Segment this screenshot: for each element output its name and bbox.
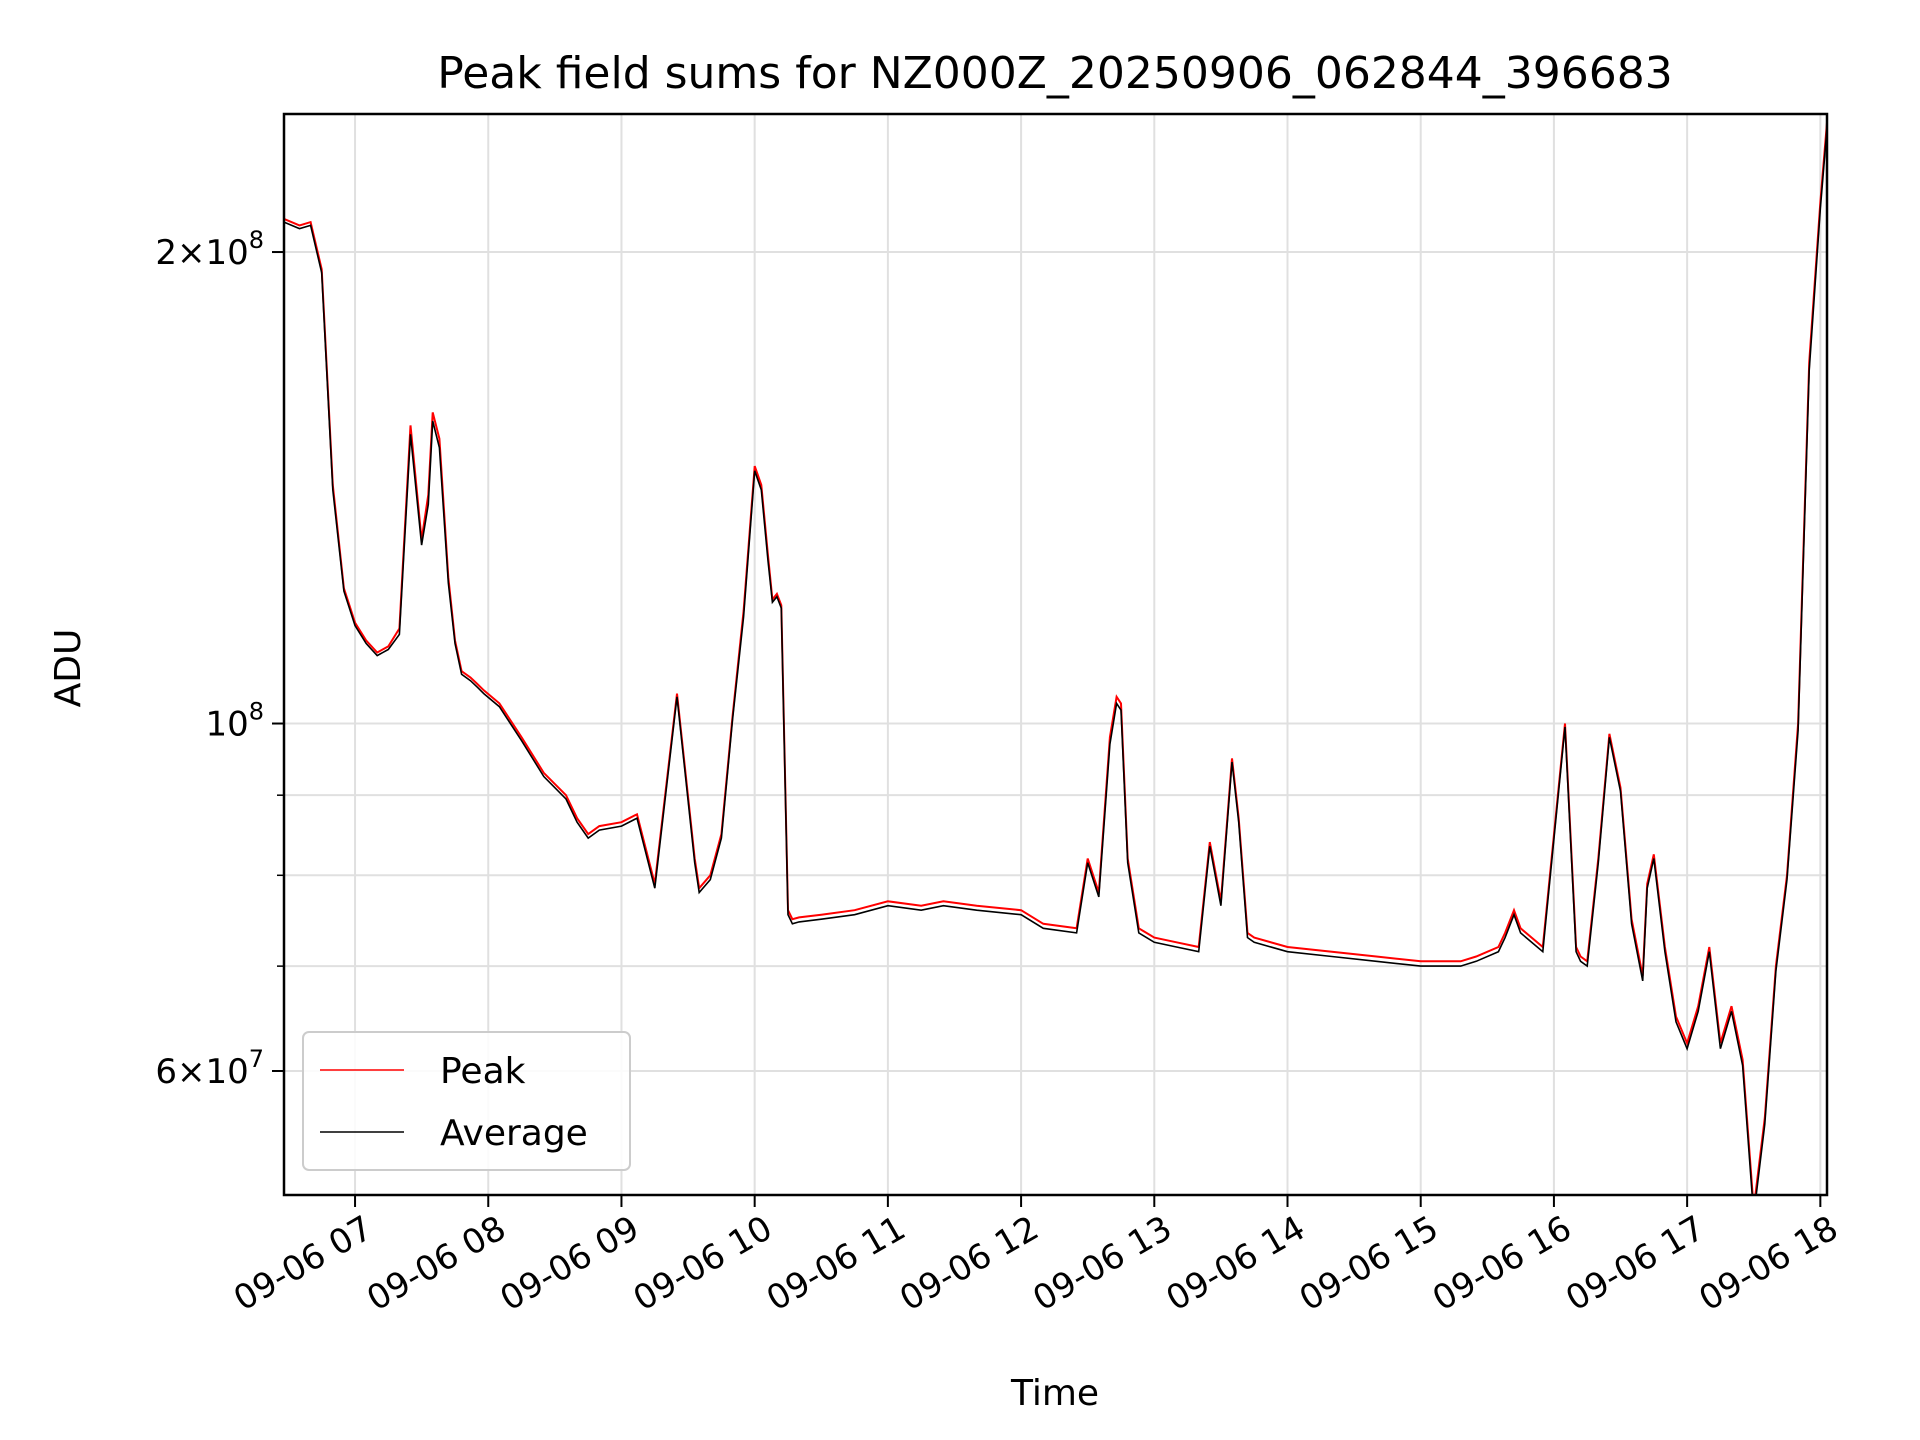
x-tick-label: 09-06 10 [627, 1208, 779, 1319]
y-axis-label: ADU [48, 629, 89, 708]
x-tick-label: 09-06 13 [1026, 1208, 1178, 1319]
x-tick-label: 09-06 17 [1559, 1208, 1711, 1319]
legend-label-peak: Peak [440, 1051, 526, 1092]
x-tick-label: 09-06 15 [1293, 1208, 1445, 1319]
series-layer [284, 122, 1827, 1195]
x-tick-label: 09-06 14 [1160, 1208, 1312, 1319]
chart-title: Peak field sums for NZ000Z_20250906_0628… [437, 48, 1673, 99]
y-tick-label: 6×107 [155, 1045, 264, 1092]
y-tick-label: 108 [205, 698, 264, 745]
series-line-average [284, 127, 1827, 1195]
x-tick-label: 09-06 16 [1426, 1208, 1578, 1319]
x-tick-label: 09-06 09 [494, 1208, 646, 1319]
x-axis-label: Time [1010, 1373, 1099, 1414]
series-line-peak [284, 122, 1827, 1195]
legend-label-average: Average [440, 1113, 588, 1154]
x-tick-label: 09-06 18 [1692, 1208, 1844, 1319]
grid [284, 114, 1827, 1195]
x-tick-label: 09-06 08 [360, 1208, 512, 1319]
legend-box [302, 1031, 631, 1171]
y-tick-label: 2×108 [155, 226, 264, 273]
plot-frame [282, 112, 1829, 1197]
x-tick-label: 09-06 07 [227, 1208, 379, 1319]
x-tick-label: 09-06 12 [893, 1208, 1045, 1319]
x-tick-label: 09-06 11 [760, 1208, 912, 1319]
legend: Peak Average [302, 1031, 631, 1171]
y-axis: 6×107 108 2×108 [155, 226, 284, 1092]
